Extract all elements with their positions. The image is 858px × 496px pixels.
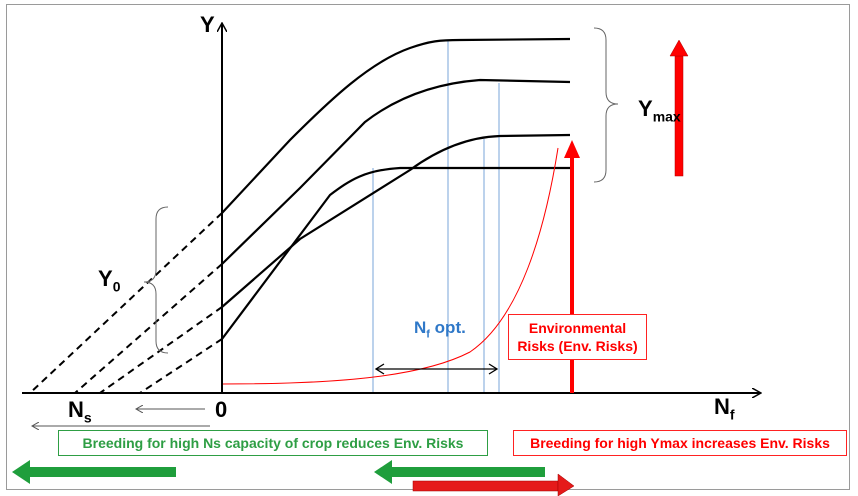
environmental-risks-line2: Risks (Env. Risks) bbox=[517, 338, 638, 354]
y0-label: Y0 bbox=[98, 266, 121, 295]
nf-optimum-guides bbox=[372, 40, 500, 393]
nfopt-range-arrow bbox=[374, 363, 499, 375]
green-left-arrow-2 bbox=[374, 460, 545, 484]
yield-curve-third bbox=[221, 133, 571, 308]
red-right-arrow bbox=[412, 473, 575, 496]
y0-brace bbox=[143, 206, 169, 354]
ymax-brace bbox=[593, 27, 619, 183]
extrapolation-3 bbox=[99, 306, 223, 394]
risk-increase-arrow bbox=[564, 140, 580, 393]
ymax-increase-arrow bbox=[669, 39, 689, 177]
breeding-ns-text: Breeding for high Ns capacity of crop re… bbox=[82, 435, 464, 451]
yield-curve-lowest bbox=[221, 166, 570, 340]
extrapolation-1 bbox=[29, 212, 223, 394]
yield-curve-second bbox=[221, 78, 571, 265]
yield-curves bbox=[221, 37, 571, 340]
green-left-arrow-1 bbox=[12, 460, 176, 484]
breeding-ymax-text: Breeding for high Ymax increases Env. Ri… bbox=[530, 435, 830, 451]
y-axis-label: Y bbox=[200, 12, 215, 37]
breeding-ymax-box: Breeding for high Ymax increases Env. Ri… bbox=[513, 430, 847, 456]
extrapolation-4 bbox=[139, 338, 223, 394]
yield-extrapolations bbox=[29, 212, 223, 394]
origin-label: 0 bbox=[215, 397, 228, 422]
nf-optimum-label: Nf opt. bbox=[414, 318, 466, 341]
yield-curve-highest bbox=[221, 37, 571, 214]
x-axis-label: Nf bbox=[714, 394, 735, 423]
environmental-risk-curve bbox=[221, 147, 559, 385]
ns-label: Ns bbox=[68, 397, 92, 426]
environmental-risks-line1: Environmental bbox=[528, 320, 627, 336]
breeding-ns-box: Breeding for high Ns capacity of crop re… bbox=[58, 430, 488, 456]
ymax-label: Ymax bbox=[638, 96, 681, 125]
environmental-risks-box: Environmental Risks (Env. Risks) bbox=[508, 314, 647, 360]
extrapolation-2 bbox=[74, 263, 223, 394]
